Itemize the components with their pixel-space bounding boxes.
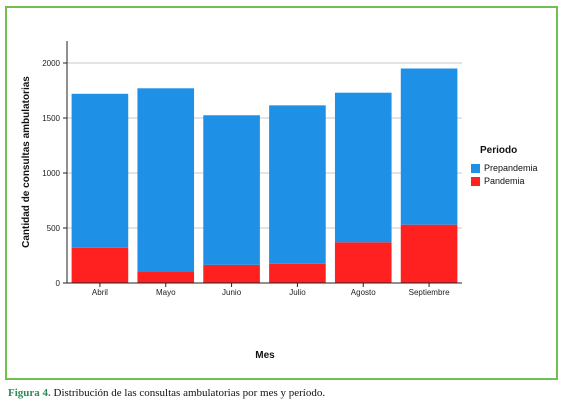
legend-item-pandemia: Pandemia [471, 176, 525, 186]
y-tick-label: 500 [47, 224, 61, 233]
legend-label-prepandemia: Prepandemia [484, 163, 538, 173]
y-tick-label: 0 [56, 279, 61, 288]
bar-chart: 0 500 1000 1500 2000 Abril Mayo Junio Julio Agos… [21, 41, 462, 361]
y-tick-label: 2000 [42, 59, 60, 68]
x-tick-label: Abril [92, 288, 108, 297]
bar-prepandemia-septiembre [400, 68, 458, 225]
bar-prepandemia-mayo [137, 88, 195, 272]
bar-pandemia-junio [203, 264, 260, 283]
y-ticks: 0 500 1000 1500 2000 [42, 59, 67, 288]
bar-prepandemia-agosto [334, 92, 392, 243]
legend-swatch-pandemia [471, 176, 480, 186]
bar-pandemia-abril [71, 247, 129, 283]
x-axis-title: Mes [255, 350, 275, 361]
bar-prepandemia-abril [71, 93, 129, 248]
y-tick-label: 1500 [42, 114, 60, 123]
legend-title: Periodo [480, 145, 518, 156]
x-tick-label: Junio [222, 288, 242, 297]
figure-caption-label: Figura 4. [8, 387, 51, 399]
bar-pandemia-mayo [137, 272, 195, 283]
bar-pandemia-agosto [334, 242, 392, 283]
x-tick-label: Agosto [351, 288, 376, 297]
bar-prepandemia-junio [203, 115, 260, 265]
bar-pandemia-septiembre [400, 224, 458, 283]
bar-prepandemia-julio [269, 105, 326, 264]
x-tick-label: Julio [289, 288, 306, 297]
legend-swatch-prepandemia [471, 163, 480, 173]
gridlines [67, 62, 462, 229]
legend-item-prepandemia: Prepandemia [471, 163, 538, 173]
x-ticks: Abril Mayo Junio Julio Agosto Septiembre [92, 283, 450, 297]
figure-caption: Figura 4. Distribución de las consultas … [8, 387, 325, 399]
bar-pandemia-julio [269, 263, 326, 283]
bars [71, 68, 458, 283]
x-tick-label: Mayo [156, 288, 176, 297]
y-tick-label: 1000 [42, 169, 60, 178]
figure-caption-text: Distribución de las consultas ambulatori… [50, 387, 326, 399]
x-tick-label: Septiembre [409, 288, 450, 297]
y-axis-title: Cantidad de consultas ambulatorias [21, 76, 32, 248]
legend-label-pandemia: Pandemia [484, 176, 525, 186]
